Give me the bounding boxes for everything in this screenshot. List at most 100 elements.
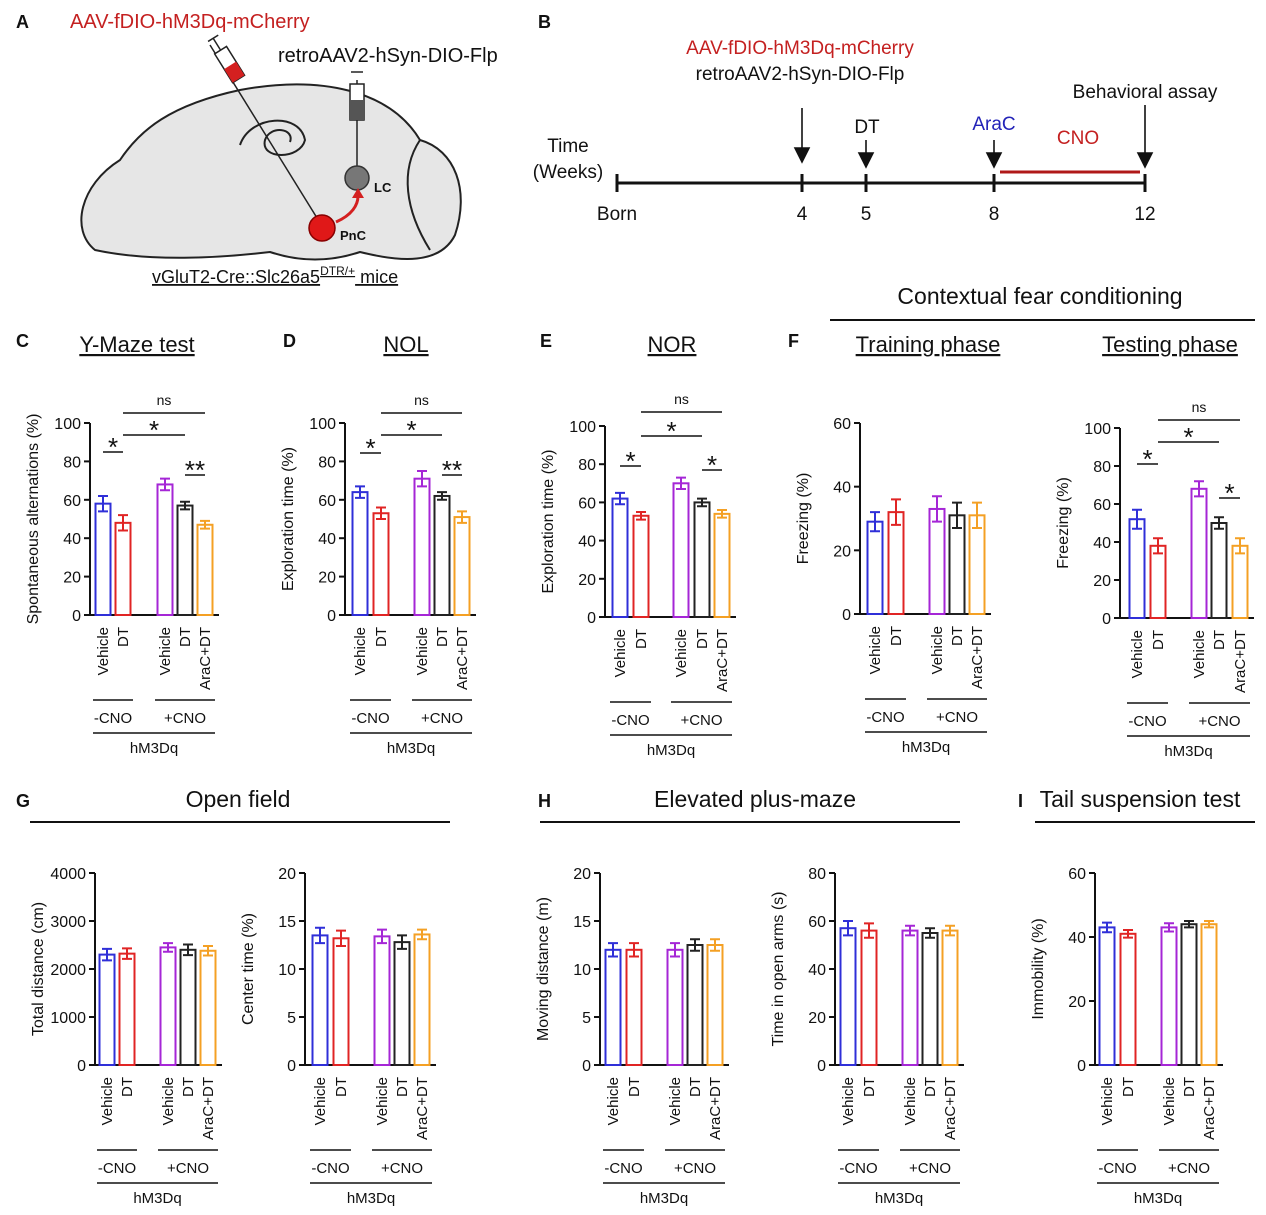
y-tick-label: 40 xyxy=(1093,535,1111,552)
x-tick-label: DT xyxy=(888,626,905,646)
error-bar xyxy=(676,476,686,491)
error-bar xyxy=(710,938,720,952)
y-axis-label: Moving distance (m) xyxy=(535,897,552,1041)
y-tick-label: 60 xyxy=(1093,497,1111,514)
x-tick-label: DT xyxy=(177,627,194,647)
bar xyxy=(118,952,136,1067)
x-tick-label: Vehicle xyxy=(605,1077,622,1125)
x-tick-label: Vehicle xyxy=(352,627,369,675)
arrows xyxy=(793,105,1154,169)
y-tick-label: 1000 xyxy=(50,1010,86,1027)
group-label: +CNO xyxy=(680,712,722,729)
section-title: Open field xyxy=(186,786,291,812)
bar xyxy=(413,477,431,616)
x-tick-label: DT xyxy=(687,1077,704,1097)
bar xyxy=(159,946,177,1067)
bar xyxy=(372,512,390,616)
error-bar xyxy=(952,501,962,530)
error-bar xyxy=(870,511,880,533)
group-label: +CNO xyxy=(421,710,463,727)
bar xyxy=(686,944,704,1066)
genotype-label: hM3Dq xyxy=(640,1190,688,1207)
arac-label: AraC xyxy=(972,114,1015,135)
group-label: +CNO xyxy=(674,1160,716,1177)
y-tick-label: 100 xyxy=(569,419,596,436)
error-bar xyxy=(670,942,680,958)
x-tick-label: DT xyxy=(861,1077,878,1097)
error-bar xyxy=(608,942,618,958)
group-label: +CNO xyxy=(936,709,978,726)
bar xyxy=(632,514,650,619)
error-bar xyxy=(183,943,193,957)
error-bar xyxy=(437,491,447,501)
genotype-label: hM3Dq xyxy=(347,1190,395,1207)
group-label: -CNO xyxy=(866,709,904,726)
chart-title: Training phase xyxy=(856,332,1001,357)
error-bar xyxy=(1164,922,1174,933)
error-bar xyxy=(200,519,210,530)
retro-label: retroAAV2-hSyn-DIO-Flp xyxy=(278,45,498,67)
x-tick-label: AraC+DT xyxy=(1201,1077,1218,1140)
bar xyxy=(1190,487,1208,619)
x-tick-label: Vehicle xyxy=(840,1077,857,1125)
x-tick-label: DT xyxy=(626,1077,643,1097)
error-bar xyxy=(905,924,915,937)
y-tick-label: 20 xyxy=(573,866,591,883)
y-axis-label: Exploration time (%) xyxy=(280,447,297,591)
bar xyxy=(948,514,966,615)
syringe-2-fill xyxy=(350,100,364,120)
x-tick-label: Vehicle xyxy=(414,627,431,675)
error-bar xyxy=(925,927,935,939)
x-tick-label: Vehicle xyxy=(157,627,174,675)
error-bar xyxy=(203,944,213,957)
y-tick-label: 10 xyxy=(573,962,591,979)
x-tick-label: AraC+DT xyxy=(707,1077,724,1140)
y-tick-label: 20 xyxy=(833,543,851,560)
x-tick-label: DT xyxy=(373,627,390,647)
mice-sup: DTR/+ xyxy=(320,264,355,278)
y-tick-label: 80 xyxy=(318,454,336,471)
error-bar xyxy=(417,928,427,941)
error-bar xyxy=(843,920,853,937)
timeline-label: 4 xyxy=(797,204,808,225)
bar xyxy=(98,953,116,1066)
significance-label: * xyxy=(406,415,416,445)
x-tick-label: DT xyxy=(1150,630,1167,650)
bar xyxy=(1160,926,1178,1067)
group-label: -CNO xyxy=(604,1160,642,1177)
x-tick-label: DT xyxy=(119,1077,136,1097)
virus-label: AAV-fDIO-hM3Dq-mCherry xyxy=(686,38,914,59)
y-tick-label: 0 xyxy=(817,1058,826,1075)
bar xyxy=(393,941,411,1066)
error-bar xyxy=(1194,480,1204,498)
y-tick-label: 0 xyxy=(287,1058,296,1075)
x-tick-label: AraC+DT xyxy=(969,626,986,689)
bar xyxy=(1119,932,1137,1066)
group-label: +CNO xyxy=(164,710,206,727)
group-label: +CNO xyxy=(167,1160,209,1177)
bar xyxy=(1098,926,1116,1067)
y-tick-label: 40 xyxy=(1068,930,1086,947)
panel-letter: I xyxy=(1018,791,1023,811)
panel-letter: E xyxy=(540,331,552,351)
timeline-label: 8 xyxy=(989,204,1000,225)
y-tick-label: 100 xyxy=(309,416,336,433)
bar xyxy=(114,521,132,617)
y-tick-label: 5 xyxy=(582,1010,591,1027)
y-axis-label: Center time (%) xyxy=(240,913,257,1025)
y-tick-label: 80 xyxy=(578,457,596,474)
bar xyxy=(713,512,731,618)
x-tick-label: AraC+DT xyxy=(942,1077,959,1140)
bar xyxy=(1210,522,1228,619)
group-label: -CNO xyxy=(611,712,649,729)
genotype-label: hM3Dq xyxy=(902,739,950,756)
error-bar xyxy=(118,514,128,532)
y-tick-label: 40 xyxy=(833,480,851,497)
group-label: +CNO xyxy=(1198,713,1240,730)
y-tick-label: 20 xyxy=(278,866,296,883)
y-tick-label: 80 xyxy=(1093,459,1111,476)
y-tick-label: 100 xyxy=(1084,421,1111,438)
y-tick-label: 60 xyxy=(833,416,851,433)
bar xyxy=(433,494,451,616)
y-tick-label: 0 xyxy=(587,610,596,627)
